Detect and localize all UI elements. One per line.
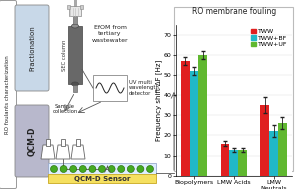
Bar	[238, 149, 247, 176]
Bar	[269, 131, 278, 176]
Polygon shape	[56, 145, 70, 159]
Bar	[69, 6, 81, 16]
FancyBboxPatch shape	[0, 1, 17, 188]
Text: SEC column: SEC column	[61, 39, 66, 71]
Legend: TWW, TWW+BF, TWW+UF: TWW, TWW+BF, TWW+UF	[250, 28, 289, 48]
Bar	[260, 105, 269, 176]
Bar	[181, 61, 190, 176]
Text: Sample
collection: Sample collection	[53, 104, 78, 114]
Bar	[230, 149, 238, 176]
Polygon shape	[71, 145, 85, 159]
Ellipse shape	[50, 166, 58, 173]
Bar	[48, 174, 156, 183]
Bar	[278, 123, 287, 176]
Ellipse shape	[71, 24, 78, 28]
Bar	[174, 7, 293, 171]
Bar	[48, 163, 156, 175]
Ellipse shape	[99, 166, 106, 173]
Bar	[73, 85, 77, 92]
Ellipse shape	[60, 166, 67, 173]
Text: RO membrane fouling: RO membrane fouling	[192, 8, 276, 16]
Text: QCM-D Sensor: QCM-D Sensor	[74, 176, 130, 182]
Text: Fractionation: Fractionation	[29, 25, 35, 71]
Text: EfOM from
tertiary
wastewater: EfOM from tertiary wastewater	[92, 25, 128, 43]
Bar	[198, 55, 207, 176]
Ellipse shape	[147, 166, 153, 173]
Ellipse shape	[89, 166, 96, 173]
Ellipse shape	[137, 166, 144, 173]
Bar	[93, 75, 127, 101]
Ellipse shape	[71, 82, 78, 86]
Bar	[67, 5, 70, 9]
Polygon shape	[41, 145, 55, 159]
Bar	[61, 139, 65, 146]
Bar	[190, 71, 198, 176]
Text: RO foulants characterization: RO foulants characterization	[6, 56, 11, 134]
Bar	[76, 139, 80, 146]
Ellipse shape	[79, 166, 86, 173]
Ellipse shape	[108, 166, 115, 173]
Y-axis label: Frequency shift ΔF [Hz]: Frequency shift ΔF [Hz]	[155, 60, 162, 141]
Bar	[221, 143, 230, 176]
FancyBboxPatch shape	[15, 5, 49, 91]
Ellipse shape	[118, 166, 125, 173]
Ellipse shape	[70, 166, 77, 173]
Text: UV multi
wavelength
detector: UV multi wavelength detector	[129, 80, 160, 96]
Bar	[80, 5, 83, 9]
Bar	[46, 139, 50, 146]
FancyBboxPatch shape	[15, 105, 49, 177]
Ellipse shape	[127, 166, 134, 173]
Text: QCM-D: QCM-D	[27, 126, 37, 156]
Bar	[68, 26, 82, 84]
Bar	[73, 16, 77, 24]
Bar	[74, 0, 76, 6]
